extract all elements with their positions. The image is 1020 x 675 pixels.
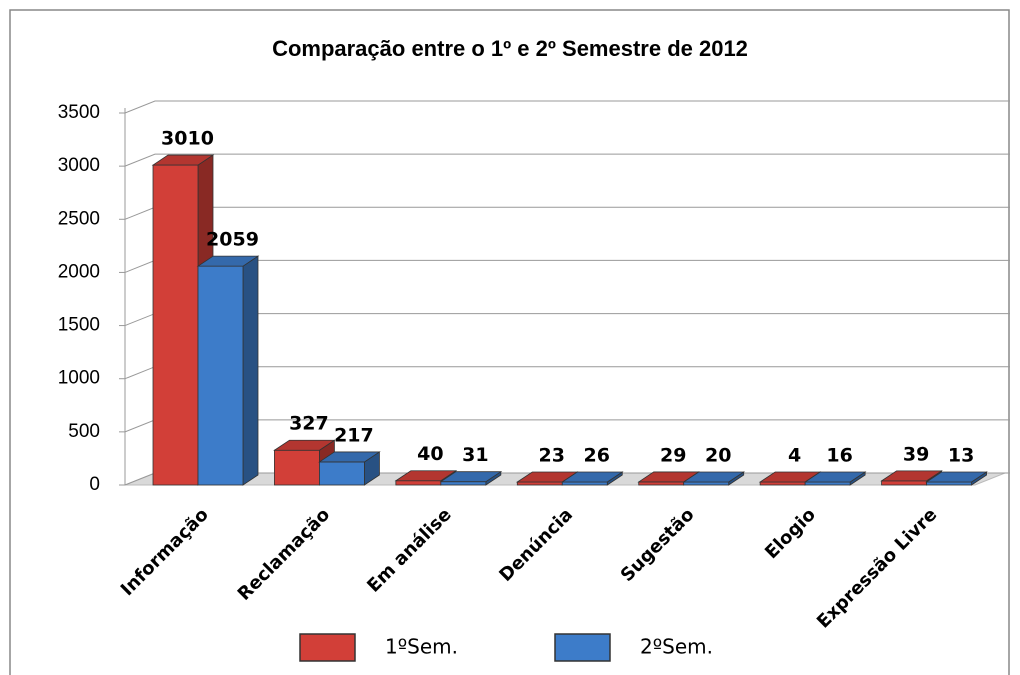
- bar: [516, 481, 563, 486]
- bar: [683, 481, 730, 486]
- grid-line: [124, 153, 1010, 167]
- bar: [197, 265, 244, 486]
- bar: [274, 449, 320, 486]
- grid-line: [124, 100, 1010, 114]
- y-tick-label: 0: [89, 474, 100, 495]
- data-label: 217: [334, 424, 374, 446]
- y-tick-label: 500: [68, 421, 100, 442]
- data-label: 20: [705, 445, 731, 467]
- bar: [395, 480, 442, 486]
- bar-top: [151, 154, 215, 166]
- bar-top: [196, 255, 260, 267]
- data-label: 16: [826, 445, 852, 467]
- bar: [319, 461, 365, 486]
- data-label: 2059: [206, 229, 259, 251]
- bar-top: [803, 471, 867, 483]
- bar: [561, 481, 608, 486]
- y-tick-label: 3500: [58, 102, 100, 123]
- data-label: 3010: [161, 128, 214, 150]
- bar-side: [242, 255, 259, 486]
- chart-title: Comparação entre o 1º e 2º Semestre de 2…: [272, 36, 748, 61]
- data-label: 327: [289, 413, 329, 435]
- bar-top: [273, 439, 336, 451]
- legend-swatch: [554, 633, 611, 662]
- legend-label: 1ºSem.: [385, 635, 458, 659]
- data-label: 13: [948, 445, 974, 467]
- bar: [804, 481, 851, 486]
- bar-top: [439, 471, 503, 483]
- y-tick-label: 1000: [58, 368, 100, 389]
- data-label: 4: [788, 445, 801, 467]
- bar: [638, 481, 685, 486]
- legend-swatch: [299, 633, 356, 662]
- y-tick-label: 2500: [58, 208, 100, 229]
- bar-top: [925, 471, 988, 483]
- y-tick-label: 3000: [58, 155, 100, 176]
- bar-top: [682, 471, 746, 483]
- bar-top: [880, 470, 943, 482]
- bar-top: [394, 470, 458, 482]
- bar: [926, 481, 972, 486]
- data-label: 26: [584, 445, 610, 467]
- bar: [759, 481, 806, 486]
- bar: [881, 480, 927, 486]
- y-tick-label: 2000: [58, 261, 100, 282]
- bar-top: [560, 471, 624, 483]
- y-tick-label: 1500: [58, 315, 100, 336]
- data-label: 23: [539, 445, 565, 467]
- bar: [152, 164, 199, 486]
- legend-label: 2ºSem.: [640, 635, 713, 659]
- data-label: 31: [462, 444, 488, 466]
- bar: [440, 481, 487, 486]
- data-label: 29: [660, 444, 686, 466]
- data-label: 39: [903, 443, 929, 465]
- bar-top: [318, 451, 381, 463]
- data-label: 40: [417, 443, 443, 465]
